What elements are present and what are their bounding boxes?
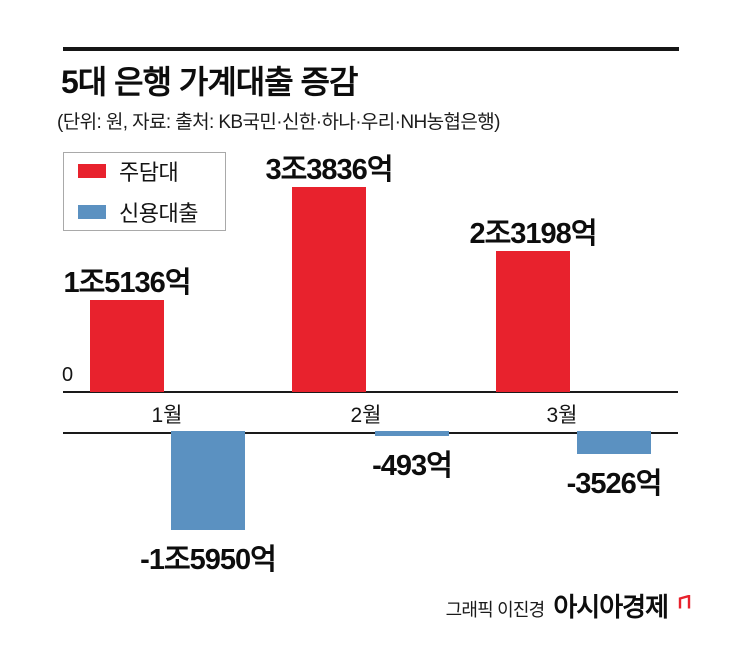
legend-item-label: 주담대 [119, 160, 179, 185]
brand-name: 아시아경제 [553, 592, 669, 622]
chart-title: 5대 은행 가계대출 증감 [61, 64, 358, 100]
credit-loan-bar-2월 [375, 431, 449, 436]
mortgage-value-label: 2조3198억 [469, 218, 597, 250]
mortgage-value-label: 1조5136억 [63, 267, 191, 299]
credit-loan-value-label: -493억 [372, 450, 453, 482]
month-label-2: 2월 [350, 404, 382, 427]
brand-logo-icon [678, 595, 691, 609]
credit-loan-bar-1월 [171, 431, 245, 530]
chart-subtitle: (단위: 원, 자료: 출처: KB국민·신한·하나·우리·NH농협은행) [57, 112, 501, 133]
legend-item-credit-loan: 신용대출 [78, 196, 225, 228]
credit-loan-bar-3월 [577, 431, 651, 454]
zero-baseline [63, 391, 678, 393]
legend-item-mortgage: 주담대 [78, 155, 225, 187]
mortgage-value-label: 3조3836억 [265, 154, 393, 186]
graphic-credit: 그래픽 이진경 [445, 600, 546, 620]
credit-loan-value-label: -1조5950억 [140, 544, 277, 576]
credit-loan-swatch-icon [78, 205, 106, 219]
negative-baseline [63, 432, 678, 434]
mortgage-bar-3월 [496, 251, 570, 392]
mortgage-swatch-icon [78, 164, 106, 178]
credit-loan-value-label: -3526억 [566, 468, 663, 500]
zero-axis-label: 0 [62, 364, 74, 386]
top-rule [63, 47, 679, 51]
mortgage-bar-2월 [292, 187, 366, 392]
credit-line: 그래픽 이진경 아시아경제 [446, 587, 691, 624]
month-label-1: 1월 [151, 404, 183, 427]
legend: 주담대 신용대출 [63, 152, 226, 231]
mortgage-bar-1월 [90, 300, 164, 392]
legend-item-label: 신용대출 [119, 201, 198, 226]
month-label-3: 3월 [546, 404, 578, 427]
